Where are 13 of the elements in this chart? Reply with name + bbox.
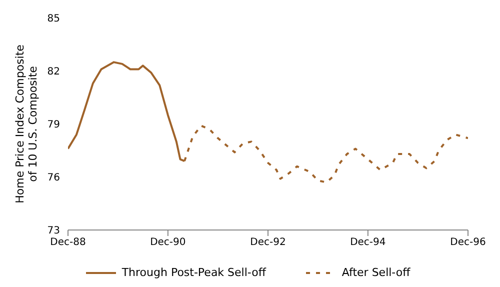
x-tick-label: Dec-90 [150,237,186,248]
y-tick-label: 85 [47,14,60,25]
y-tick-label: 79 [47,120,60,131]
x-tick-label: Dec-94 [350,237,386,248]
y-tick-label: 82 [47,66,60,78]
x-tick-label: Dec-88 [50,237,86,248]
legend-label: Through Post-Peak Sell-off [122,266,266,279]
legend-label: After Sell-off [342,266,410,279]
x-tick-label: Dec-96 [450,237,486,248]
x-tick-label: Dec-92 [250,237,286,248]
y-axis-title: Home Price Index Composite of 10 U.S. Composite [14,44,40,204]
y-tick-label: 76 [47,172,60,184]
y-tick-label: 73 [47,226,60,237]
